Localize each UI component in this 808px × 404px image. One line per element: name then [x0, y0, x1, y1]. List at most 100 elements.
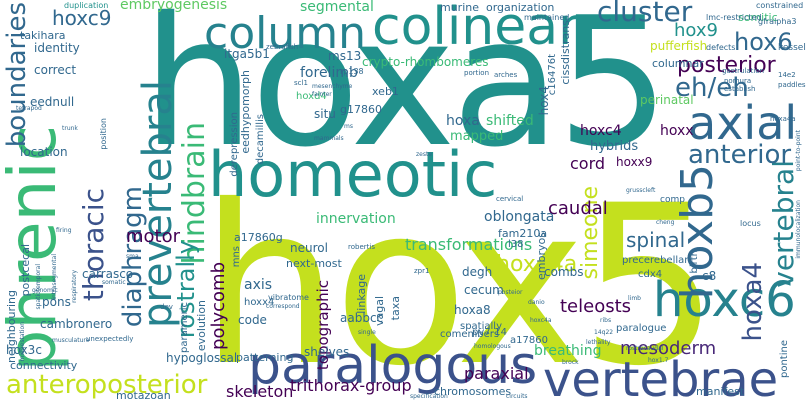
word-c16476t: c16476t [547, 54, 558, 96]
word-precerebellar: precerebellar [622, 255, 689, 266]
word-degh: degh [462, 265, 493, 279]
word-shifted: shifted [486, 113, 534, 129]
word-columnar: columnar [652, 57, 704, 70]
word-eedhypomorph: eedhypomorph [239, 70, 252, 154]
word-somatic: somatic [102, 279, 126, 286]
word-scl1: scl1 [294, 79, 308, 87]
word-trunk: trunk [62, 125, 78, 132]
word-connectivity: connectivity [10, 359, 78, 372]
word-situ: situ [314, 107, 336, 121]
word-aabbcc: aabbcc [340, 311, 384, 325]
word-cissdistrans: cissdistrans [559, 20, 572, 85]
word-hox9: hox9 [674, 20, 718, 41]
word-l38: l38 [508, 239, 524, 250]
word-perinatal: perinatal [640, 93, 694, 107]
word-fam210a: fam210a [498, 227, 548, 240]
word-midgestation: midgestation [19, 322, 26, 362]
word-motor: motor [126, 226, 181, 247]
word-segmental: segmental [300, 0, 374, 15]
word-zpr1: zpr1 [414, 267, 430, 275]
word-hoxx4: hoxx4 [244, 297, 275, 308]
word-mns: mns [231, 246, 242, 268]
word-cervical: cervical [496, 195, 524, 203]
word-location: location [20, 145, 68, 159]
word-hoxx9: hoxx9 [616, 155, 653, 169]
word-defects: defects [706, 43, 736, 52]
word-position: position [99, 118, 108, 150]
word-circuits: circuits [506, 393, 528, 400]
word-gastrulation: gastrulation [722, 67, 765, 75]
word-breathing: breathing [534, 343, 602, 359]
word-innervation: innervation [316, 211, 396, 227]
word-hoxa4-right: hoxa4 [738, 262, 768, 342]
word-firing: firing [56, 227, 72, 234]
word-cheng: cheng [656, 219, 675, 226]
word-paralogous: paralogous [248, 336, 538, 396]
word-pons: pons [42, 295, 71, 309]
word-cord: cord [570, 154, 606, 173]
word-hoxa8: hoxa8 [454, 303, 491, 317]
word-neurol: neurol [290, 241, 328, 255]
word-vertebrae: vertebrae [543, 352, 779, 404]
word-anterior: anterior [688, 140, 792, 170]
word-eh-eh: eh/eh [675, 73, 749, 103]
word-sma: sma [126, 253, 139, 260]
word-hoxc4a: hoxc4a [530, 317, 552, 324]
word-zeste: zeste [416, 151, 433, 158]
word-fainter: fainter [312, 91, 332, 98]
word-takihara: takihara [20, 29, 66, 42]
word-paralogue: paralogue [616, 323, 667, 334]
word-tetrapod: tetrapod [16, 105, 42, 112]
word-paddles: paddles [778, 81, 806, 89]
word-robertis: robertis [348, 243, 375, 251]
word-organization: organization [486, 1, 555, 14]
word-hoxc4: hoxc4 [580, 123, 622, 139]
word-cambronero: cambronero [40, 317, 113, 331]
word-evolution: evolution [195, 300, 208, 352]
word-next-most: next-most [286, 257, 342, 270]
word-brock: brock [562, 359, 579, 366]
word-mesenchyme: mesenchyme [312, 83, 353, 90]
word-hox6: hox6 [734, 28, 793, 56]
word-zebrafish: zebrafish [266, 43, 299, 51]
word-grusscleft: grusscleft [626, 187, 656, 194]
word-teleosts: teleosts [560, 296, 632, 317]
word-intrasegmental: intrasegmental [51, 254, 58, 300]
word-constrained: constrained [756, 1, 804, 10]
word-derepression: derepression [229, 112, 240, 177]
word-limb: limb [628, 295, 641, 302]
word-homeotic: homeotic [208, 138, 498, 211]
word-respiratory: respiratory [71, 270, 78, 303]
word-mesoderm: mesoderm [620, 338, 717, 359]
word-pufferfish: pufferfish [650, 39, 708, 53]
word-taxa: taxa [389, 296, 402, 321]
word-hoxd4: hoxd4 [296, 91, 327, 102]
word-itga5b1: itga5b1 [224, 47, 270, 61]
word-trithorax-group: trithorax-group [290, 376, 412, 395]
word-pv7-14: pv7-14 [472, 327, 507, 338]
word-code: code [238, 313, 267, 327]
word-linkage: linkage [355, 274, 368, 314]
word-transformations: transformations [405, 235, 533, 254]
word-patterning: patterning [236, 351, 294, 364]
word-dev: dev [160, 303, 173, 311]
word-colinear: colinear [372, 0, 580, 57]
word-14e2: 14e2 [778, 71, 796, 79]
word-boundaries: boundaries [2, 2, 32, 148]
word-hoxc9: hoxc9 [52, 6, 112, 30]
word-vibratome: vibratome [268, 293, 309, 302]
word-carrasco: carrasco [82, 267, 134, 281]
word-maintained: maintained [524, 13, 570, 22]
word-decamillis: decamillis [255, 114, 266, 165]
word-cdx4: cdx4 [638, 269, 663, 280]
word-kessel: kessel [778, 43, 806, 53]
word-arches: arches [494, 71, 518, 79]
word-a17860g: a17860g [234, 231, 283, 244]
word-mammals: mammals [314, 135, 344, 142]
word-hoxc6: hoxc6 [653, 272, 796, 328]
word-pontine: pontine [779, 340, 790, 378]
word-g17860: g17860 [340, 103, 382, 116]
word-ms: ms [344, 123, 353, 130]
word-locus: locus [740, 219, 761, 228]
